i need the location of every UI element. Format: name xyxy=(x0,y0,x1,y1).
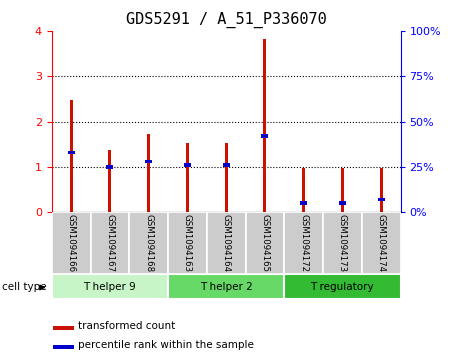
Bar xyxy=(168,274,284,299)
Bar xyxy=(90,212,129,274)
Bar xyxy=(70,100,73,212)
Text: T helper 2: T helper 2 xyxy=(200,282,252,292)
Bar xyxy=(207,212,246,274)
Bar xyxy=(108,150,112,212)
Text: GSM1094168: GSM1094168 xyxy=(144,214,153,272)
Bar xyxy=(225,143,228,212)
Bar xyxy=(184,163,191,167)
Bar xyxy=(300,201,307,205)
Bar xyxy=(68,151,75,154)
Bar xyxy=(323,212,362,274)
Bar xyxy=(223,163,230,167)
Bar xyxy=(341,168,344,212)
Bar xyxy=(168,212,207,274)
Bar xyxy=(129,212,168,274)
Text: GSM1094172: GSM1094172 xyxy=(299,214,308,272)
Bar xyxy=(362,212,400,274)
Bar xyxy=(147,134,150,212)
Bar xyxy=(378,198,385,201)
Text: T regulatory: T regulatory xyxy=(310,282,374,292)
Text: T helper 9: T helper 9 xyxy=(84,282,136,292)
Bar xyxy=(52,274,168,299)
Text: cell type: cell type xyxy=(2,282,47,293)
Bar xyxy=(53,344,74,348)
Bar xyxy=(145,160,152,163)
Text: GSM1094165: GSM1094165 xyxy=(261,214,270,272)
Bar xyxy=(284,274,400,299)
Bar xyxy=(186,143,189,212)
Bar xyxy=(339,201,346,205)
Bar xyxy=(246,212,284,274)
Bar xyxy=(380,168,382,212)
Text: percentile rank within the sample: percentile rank within the sample xyxy=(78,340,254,350)
Bar xyxy=(52,212,90,274)
Bar xyxy=(106,165,113,169)
Title: GDS5291 / A_51_P336070: GDS5291 / A_51_P336070 xyxy=(126,12,327,28)
Bar xyxy=(263,38,266,212)
Text: GSM1094164: GSM1094164 xyxy=(221,214,230,272)
Bar xyxy=(302,168,305,212)
Bar xyxy=(261,134,268,138)
Text: GSM1094174: GSM1094174 xyxy=(377,214,386,272)
Text: transformed count: transformed count xyxy=(78,321,176,331)
Bar xyxy=(284,212,323,274)
Text: GSM1094163: GSM1094163 xyxy=(183,214,192,272)
Text: GSM1094166: GSM1094166 xyxy=(67,214,76,272)
Text: GSM1094167: GSM1094167 xyxy=(105,214,114,272)
Bar xyxy=(53,326,74,330)
Text: GSM1094173: GSM1094173 xyxy=(338,214,347,272)
